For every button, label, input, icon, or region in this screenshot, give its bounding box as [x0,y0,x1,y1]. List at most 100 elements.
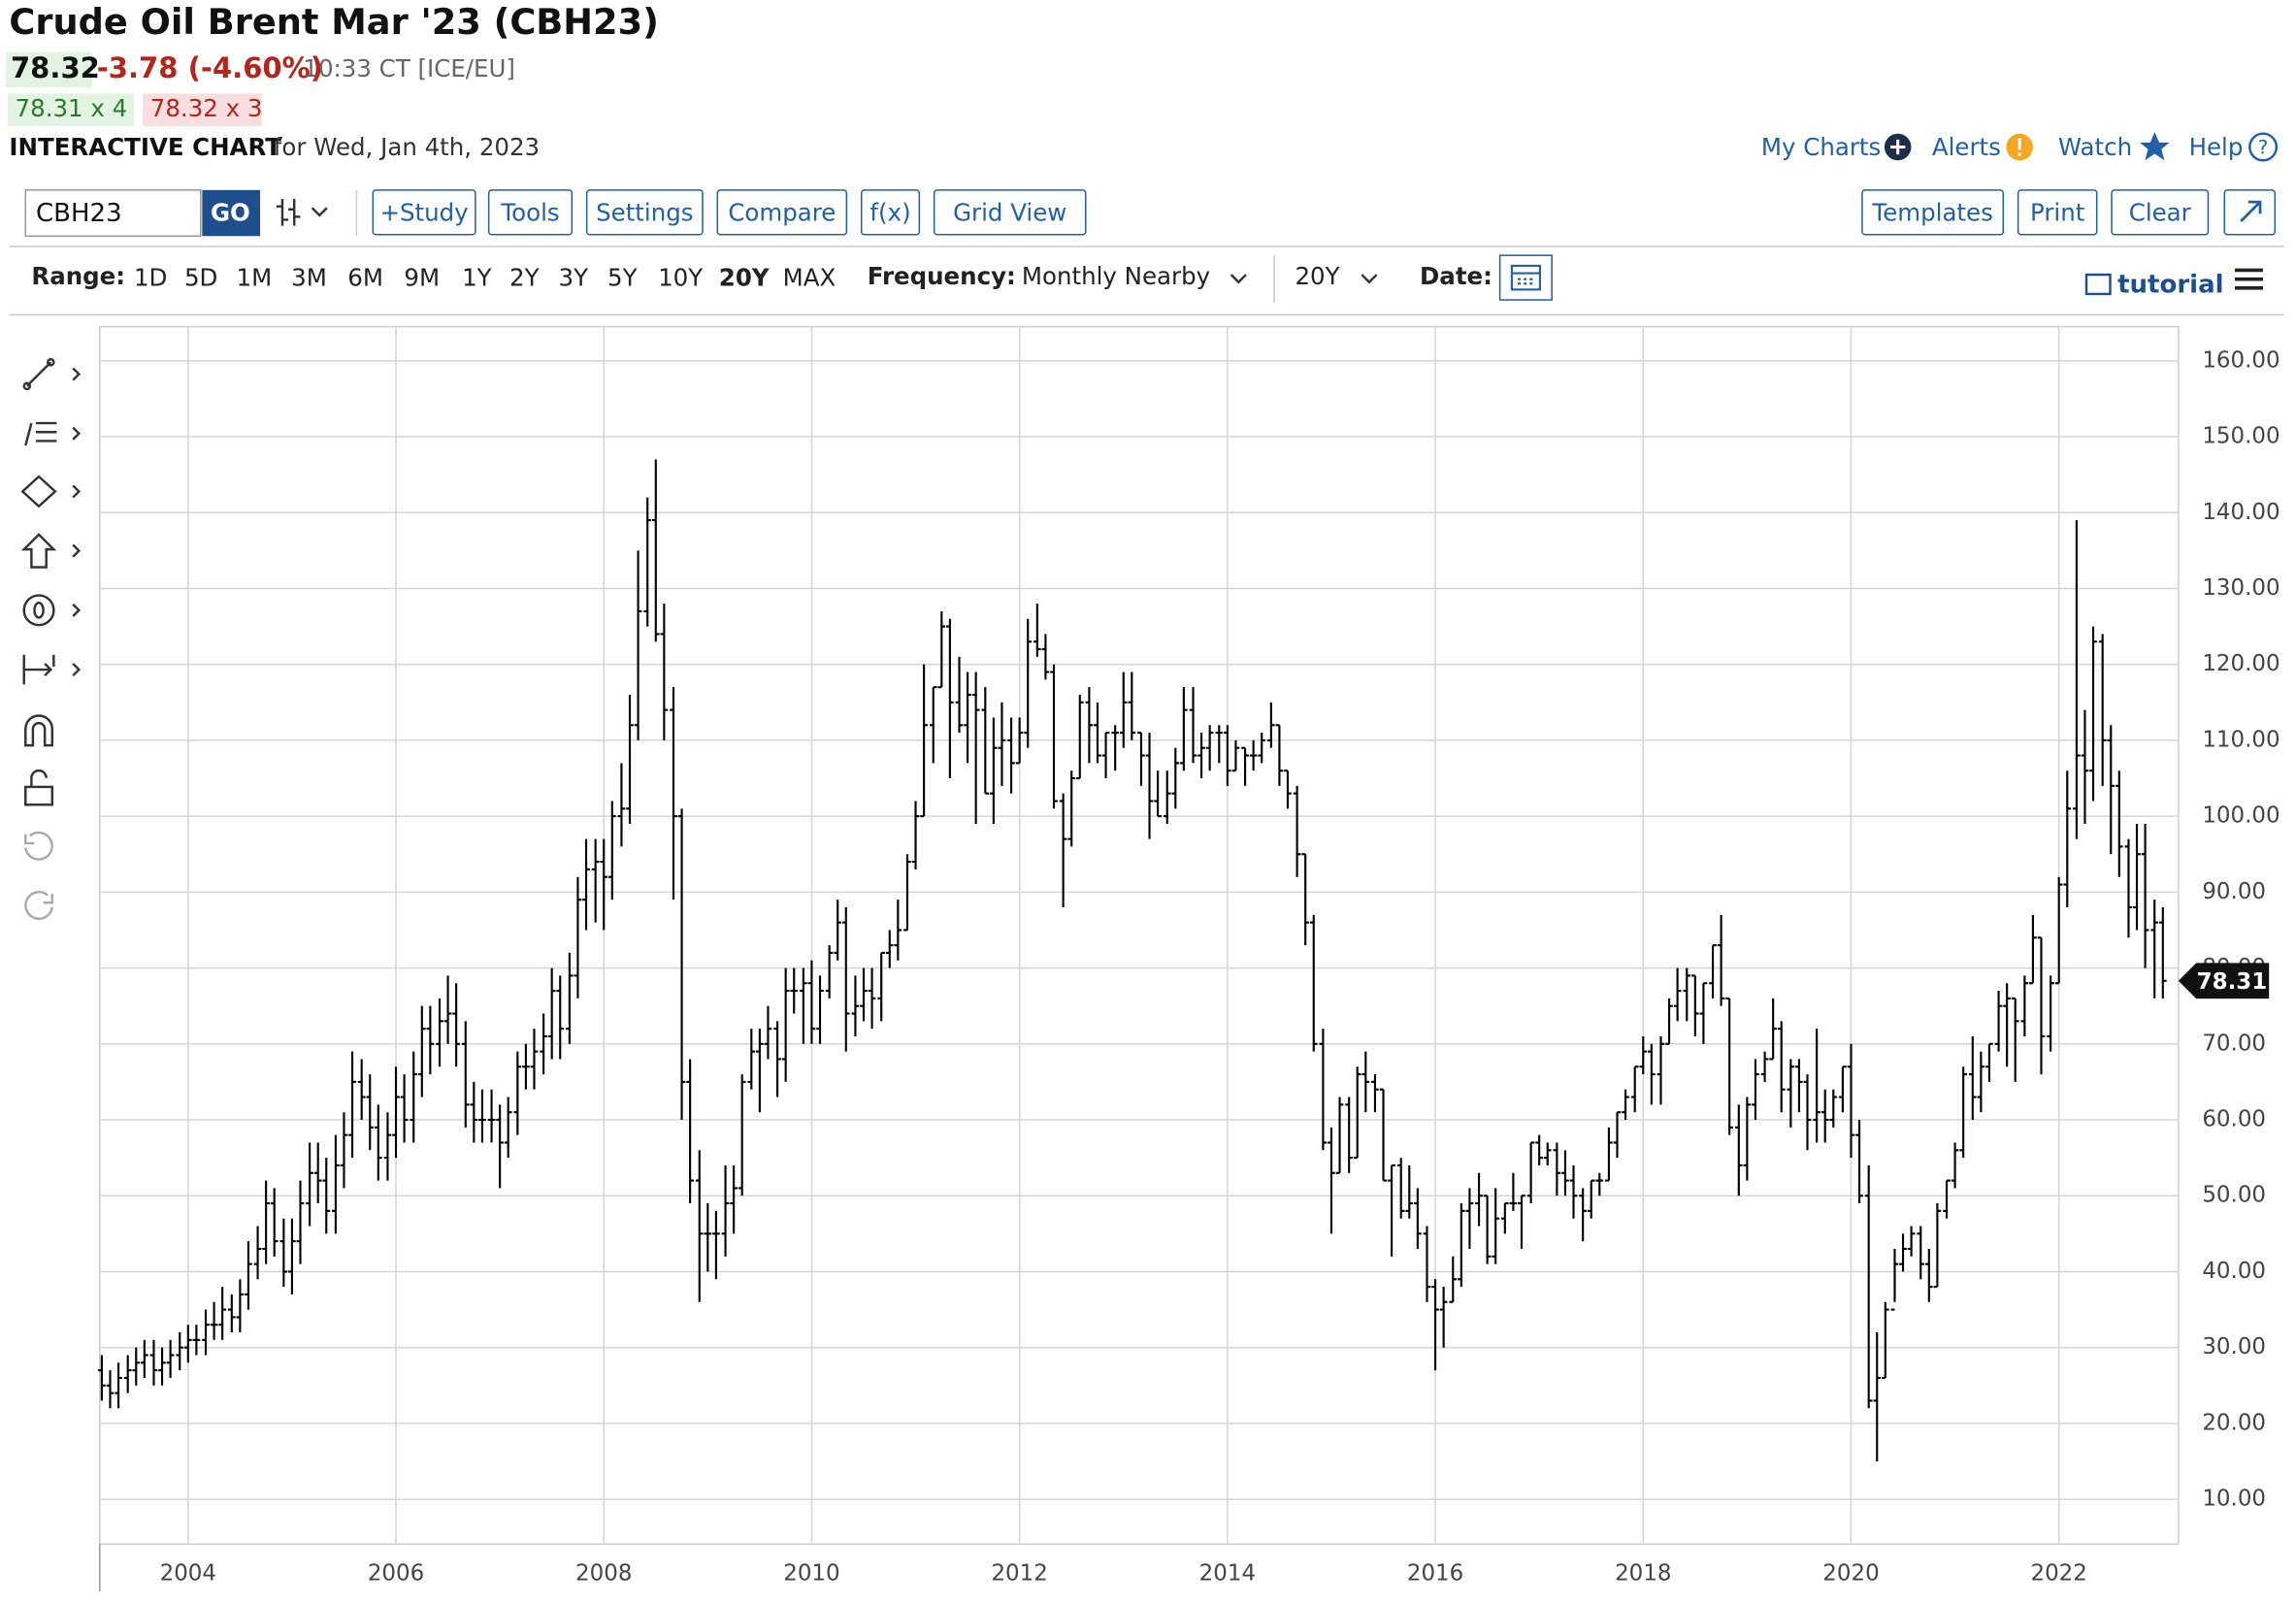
nav: My Charts Alerts Watch Help ? [1761,132,2279,162]
toolbar-button[interactable]: Templates [1861,189,2005,236]
tool-redo[interactable] [24,891,54,920]
instrument-title: Crude Oil Brent Mar '23 (CBH23) [9,1,658,43]
tool-magnet[interactable] [24,714,54,747]
x-tick-label: 2010 [783,1560,839,1586]
ask-bg [143,93,262,127]
y-tick-label: 130.00 [2202,575,2280,601]
toolbar-button[interactable]: Clear [2111,189,2210,236]
tutorial-link[interactable]: tutorial [2117,270,2223,299]
toolbar-button[interactable]: f(x) [860,189,921,236]
x-tick-label: 2014 [1199,1560,1256,1586]
price-change: -3.78 (-4.60%) [97,51,323,84]
y-tick-label: 160.00 [2202,347,2280,373]
y-tick-label: 140.00 [2202,500,2280,525]
toolbar-button[interactable]: Compare [716,189,848,236]
range-option[interactable]: 3Y [559,264,589,292]
go-button[interactable] [202,189,261,237]
toolbar-button[interactable]: Tools [487,189,574,236]
button-label: Templates [1871,198,1992,226]
range-option[interactable]: 5D [184,264,217,292]
y-tick-label: 120.00 [2202,651,2280,676]
x-tick-label: 2004 [160,1560,216,1586]
calendar-button[interactable] [1498,254,1553,301]
y-tick-label: 10.00 [2202,1487,2266,1512]
button-label: Tools [500,198,559,226]
bar-type-icon[interactable] [276,199,328,226]
button-frame [2017,189,2098,236]
tool-fib[interactable] [24,421,82,446]
range-option[interactable]: 1M [237,264,273,292]
button-frame [860,189,921,236]
range-option[interactable]: 3M [291,264,327,292]
tool-lock[interactable] [24,769,54,806]
frequency-select[interactable]: Monthly Nearby [1022,262,1210,290]
nav-link[interactable]: Help [2189,133,2244,161]
range-option[interactable]: 20Y [719,264,770,292]
range-option[interactable]: 5Y [607,264,638,292]
tool-line[interactable] [22,358,82,391]
range-label: Range: [31,262,125,290]
range-option[interactable]: MAX [783,264,836,292]
chevron [1361,274,1378,284]
quote-time: 10:33 CT [ICE/EU] [303,54,515,82]
toolbar-button[interactable]: Grid View [933,189,1087,236]
button-label: Compare [728,198,836,226]
y-tick-label: 50.00 [2202,1183,2266,1208]
symbol-value: CBH23 [36,199,122,228]
tutorial-icon [2084,273,2112,296]
date-label: Date: [1420,262,1492,290]
tool-shape[interactable] [20,475,82,508]
toolbar-button[interactable]: Settings [585,189,704,236]
range-options: 1D 5D 1M 3M 6M 9M 1Y 2Y 3Y 5Y 10Y 20Y MAX [134,264,836,292]
range-option[interactable]: 9M [404,264,440,292]
go-label: GO [211,198,250,226]
toolbar-button[interactable]: Print [2017,189,2098,236]
help-icon [2248,132,2279,162]
nav-link[interactable]: Alerts [1932,133,2001,161]
button-label: Settings [596,198,693,226]
last-price-tag [2178,963,2270,999]
y-tick-label: 90.00 [2202,879,2266,904]
range-option[interactable]: 1Y [462,264,492,292]
y-tick-label: 60.00 [2202,1107,2266,1132]
button-frame [2111,189,2210,236]
button-frame [487,189,574,236]
button-frame [585,189,704,236]
y-tick-label: 150.00 [2202,424,2280,449]
button-label: Clear [2129,198,2192,226]
period-select[interactable]: 20Y [1295,262,1339,290]
symbol-input[interactable] [24,189,202,238]
tool-undo[interactable] [24,831,53,861]
button-label: Print [2030,198,2085,226]
x-tick-label: 2020 [1822,1560,1879,1586]
drawing-tools [20,358,82,920]
tool-measure[interactable] [22,654,82,685]
range-option[interactable]: 6M [347,264,383,292]
toolbar-button[interactable]: +Study [372,189,476,236]
x-tick-label: 2012 [991,1560,1047,1586]
range-option[interactable]: 10Y [658,264,703,292]
range-option[interactable]: 1D [134,264,167,292]
bid: 78.31 x 4 [16,94,128,122]
price-chart: 10.0020.0030.0040.0050.0060.0070.0080.00… [98,325,2280,1592]
x-tick-label: 2006 [368,1560,424,1586]
nav-link[interactable]: Watch [2058,133,2132,161]
menu-icon[interactable] [2235,268,2264,290]
y-tick-label: 110.00 [2202,727,2280,752]
button-frame [1861,189,2005,236]
y-tick-label: 70.00 [2202,1031,2266,1056]
x-tick-label: 2018 [1615,1560,1671,1586]
button-frame [716,189,848,236]
expand-button[interactable] [2223,189,2277,236]
tool-annotation[interactable] [22,594,82,627]
plot-area [99,325,2180,1546]
tool-arrow[interactable] [20,533,82,569]
last-price-label: 78.31 [2197,969,2268,995]
x-tick-label: 2008 [575,1560,632,1586]
nav-link[interactable]: My Charts [1761,133,1881,161]
chart-date: for Wed, Jan 4th, 2023 [274,133,540,161]
chevron [1230,274,1247,284]
range-option[interactable]: 2Y [509,264,540,292]
ask: 78.32 x 3 [150,94,263,122]
